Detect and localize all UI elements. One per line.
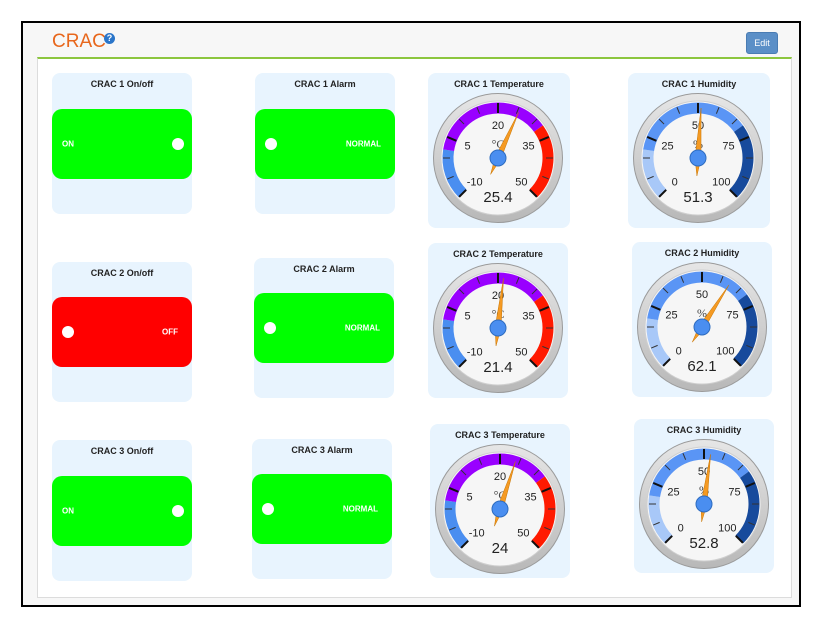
switch-knob bbox=[172, 505, 184, 517]
card-title: CRAC 2 Temperature bbox=[453, 249, 543, 259]
alarm-indicator-3: NORMAL bbox=[252, 474, 392, 544]
gauge-value: 62.1 bbox=[687, 358, 716, 375]
alarm-card-1: CRAC 1 Alarm NORMAL bbox=[255, 73, 395, 214]
onoff-card-2: CRAC 2 On/off OFF bbox=[52, 262, 192, 402]
onoff-switch-1[interactable]: ON bbox=[52, 109, 192, 179]
gauge-tick-label: -10 bbox=[467, 346, 483, 358]
gauge-value: 24 bbox=[492, 540, 509, 557]
page-title: CRAC bbox=[52, 31, 106, 52]
gauge-tick-label: 5 bbox=[464, 310, 470, 322]
gauge-tick-label: 50 bbox=[692, 120, 704, 132]
card-title: CRAC 1 Temperature bbox=[454, 79, 544, 89]
gauge-tick-label: 75 bbox=[726, 309, 738, 321]
gauge-tick-label: 20 bbox=[492, 120, 504, 132]
humidity-card-2: CRAC 2 Humidity 0 25 50 75 100% 62.1 bbox=[632, 242, 772, 397]
gauge-tick-label: 50 bbox=[517, 527, 529, 539]
gauge-tick-label: -10 bbox=[467, 176, 483, 188]
gauge-tick-label: 5 bbox=[464, 140, 470, 152]
onoff-card-3: CRAC 3 On/off ON bbox=[52, 440, 192, 581]
gauge-tick-label: 0 bbox=[676, 345, 682, 357]
card-title: CRAC 2 Alarm bbox=[293, 264, 355, 274]
switch-label: ON bbox=[62, 506, 74, 516]
card-title: CRAC 1 Humidity bbox=[661, 79, 737, 89]
card-title: CRAC 1 Alarm bbox=[294, 79, 356, 89]
indicator-knob bbox=[265, 138, 277, 150]
edit-button[interactable]: Edit bbox=[746, 32, 778, 54]
gauge-tick-label: 25 bbox=[665, 309, 677, 321]
gauge-tick-label: 100 bbox=[716, 345, 734, 357]
gauge-tick-label: -10 bbox=[469, 527, 485, 539]
onoff-switch-2[interactable]: OFF bbox=[52, 297, 192, 367]
gauge-hub bbox=[489, 319, 507, 337]
card-title: CRAC 2 Humidity bbox=[664, 248, 740, 258]
gauge-tick-label: 75 bbox=[722, 140, 734, 152]
humidity-gauge: 0 25 50 75 100% 62.1 bbox=[637, 262, 767, 392]
card-title: CRAC 2 On/off bbox=[90, 268, 154, 278]
switch-label: ON bbox=[62, 139, 74, 149]
gauge-hub bbox=[689, 149, 707, 167]
gauge-tick-label: 35 bbox=[522, 310, 534, 322]
gauge-tick-label: 20 bbox=[494, 471, 506, 483]
temperature-card-1: CRAC 1 Temperature -10 5 20 35 50 °C 25.4 bbox=[428, 73, 570, 228]
gauge-tick-label: 35 bbox=[524, 491, 536, 503]
indicator-knob bbox=[262, 503, 274, 515]
gauge-tick-label: 75 bbox=[728, 486, 740, 498]
gauge-tick-label: 50 bbox=[515, 176, 527, 188]
indicator-knob bbox=[264, 322, 276, 334]
switch-knob bbox=[62, 326, 74, 338]
gauge-value: 51.3 bbox=[683, 189, 712, 206]
alarm-card-2: CRAC 2 Alarm NORMAL bbox=[254, 258, 394, 398]
gauge-tick-label: 0 bbox=[678, 522, 684, 534]
gauge-unit: % bbox=[697, 306, 707, 320]
switch-knob bbox=[172, 138, 184, 150]
gauge-value: 52.8 bbox=[689, 535, 718, 552]
card-title: CRAC 3 Humidity bbox=[666, 425, 742, 435]
question-circle-icon[interactable]: ? bbox=[104, 33, 115, 44]
card-title: CRAC 1 On/off bbox=[90, 79, 154, 89]
temperature-card-3: CRAC 3 Temperature -10 5 20 35 50 °C 24 bbox=[430, 424, 570, 578]
gauge-tick-label: 5 bbox=[466, 491, 472, 503]
switch-label: OFF bbox=[162, 327, 178, 337]
alarm-card-3: CRAC 3 Alarm NORMAL bbox=[252, 439, 392, 579]
card-title: CRAC 3 Alarm bbox=[291, 445, 353, 455]
gauge-tick-label: 100 bbox=[712, 176, 730, 188]
card-title: CRAC 3 On/off bbox=[90, 446, 154, 456]
gauge-hub bbox=[693, 318, 711, 336]
alarm-label: NORMAL bbox=[342, 504, 378, 514]
gauge-value: 21.4 bbox=[483, 359, 512, 376]
gauge-hub bbox=[489, 149, 507, 167]
gauge-tick-label: 25 bbox=[667, 486, 679, 498]
gauge-tick-label: 35 bbox=[522, 140, 534, 152]
card-title: CRAC 3 Temperature bbox=[455, 430, 545, 440]
gauge-tick-label: 50 bbox=[696, 289, 708, 301]
alarm-indicator-2: NORMAL bbox=[254, 293, 394, 363]
gauge-tick-label: 50 bbox=[515, 346, 527, 358]
alarm-indicator-1: NORMAL bbox=[255, 109, 395, 179]
onoff-card-1: CRAC 1 On/off ON bbox=[52, 73, 192, 214]
alarm-label: NORMAL bbox=[344, 323, 380, 333]
gauge-tick-label: 100 bbox=[718, 522, 736, 534]
gauge-tick-label: 25 bbox=[661, 140, 673, 152]
alarm-label: NORMAL bbox=[345, 139, 381, 149]
gauge-value: 25.4 bbox=[483, 189, 512, 206]
gauge-tick-label: 0 bbox=[672, 176, 678, 188]
gauge-hub bbox=[695, 495, 713, 513]
gauge-hub bbox=[491, 500, 509, 518]
onoff-switch-3[interactable]: ON bbox=[52, 476, 192, 546]
